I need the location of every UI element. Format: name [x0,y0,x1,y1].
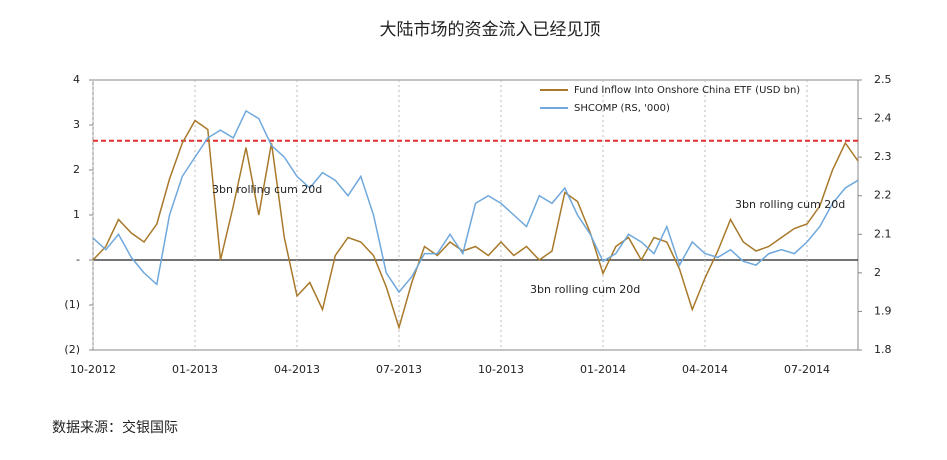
y-tick-label: (1) [64,298,80,311]
y-tick-label: (2) [64,343,80,356]
y-tick-label: 3 [73,118,80,131]
x-tick-label: 04-2014 [682,363,728,376]
y-tick-label: 2 [73,163,80,176]
annotation: 3bn rolling cum 20d [530,283,640,296]
chart-title: 大陆市场的资金流入已经见顶 [380,20,601,40]
legend-label: Fund Inflow Into Onshore China ETF (USD … [574,85,800,96]
x-tick-label: 01-2013 [172,363,218,376]
y-tick-label: 1 [73,208,80,221]
y-tick-label: - [76,253,80,266]
y2-tick-label: 2.3 [874,150,892,163]
y2-tick-label: 1.8 [874,343,892,356]
y2-tick-label: 2.2 [874,189,892,202]
legend-label: SHCOMP (RS, '000) [574,103,670,114]
annotation: 3bn rolling cum 20d [735,198,845,211]
x-tick-label: 04-2013 [274,363,320,376]
x-tick-label: 01-2014 [580,363,626,376]
plot-frame [92,79,859,351]
x-tick-label: 07-2014 [784,363,830,376]
y2-tick-label: 2.5 [874,73,892,86]
x-tick-label: 10-2012 [70,363,116,376]
y2-tick-label: 2.4 [874,112,892,125]
y2-tick-label: 1.9 [874,304,892,317]
y2-tick-label: 2.1 [874,227,892,240]
y-tick-label: 4 [73,73,80,86]
x-tick-label: 07-2013 [376,363,422,376]
series-line [92,119,859,331]
y2-tick-label: 2 [874,266,881,279]
source-note: 数据来源：交银国际 [52,419,178,436]
x-tick-label: 10-2013 [478,363,524,376]
annotation: 3bn rolling cum 20d [212,183,322,196]
series-line [92,109,859,294]
